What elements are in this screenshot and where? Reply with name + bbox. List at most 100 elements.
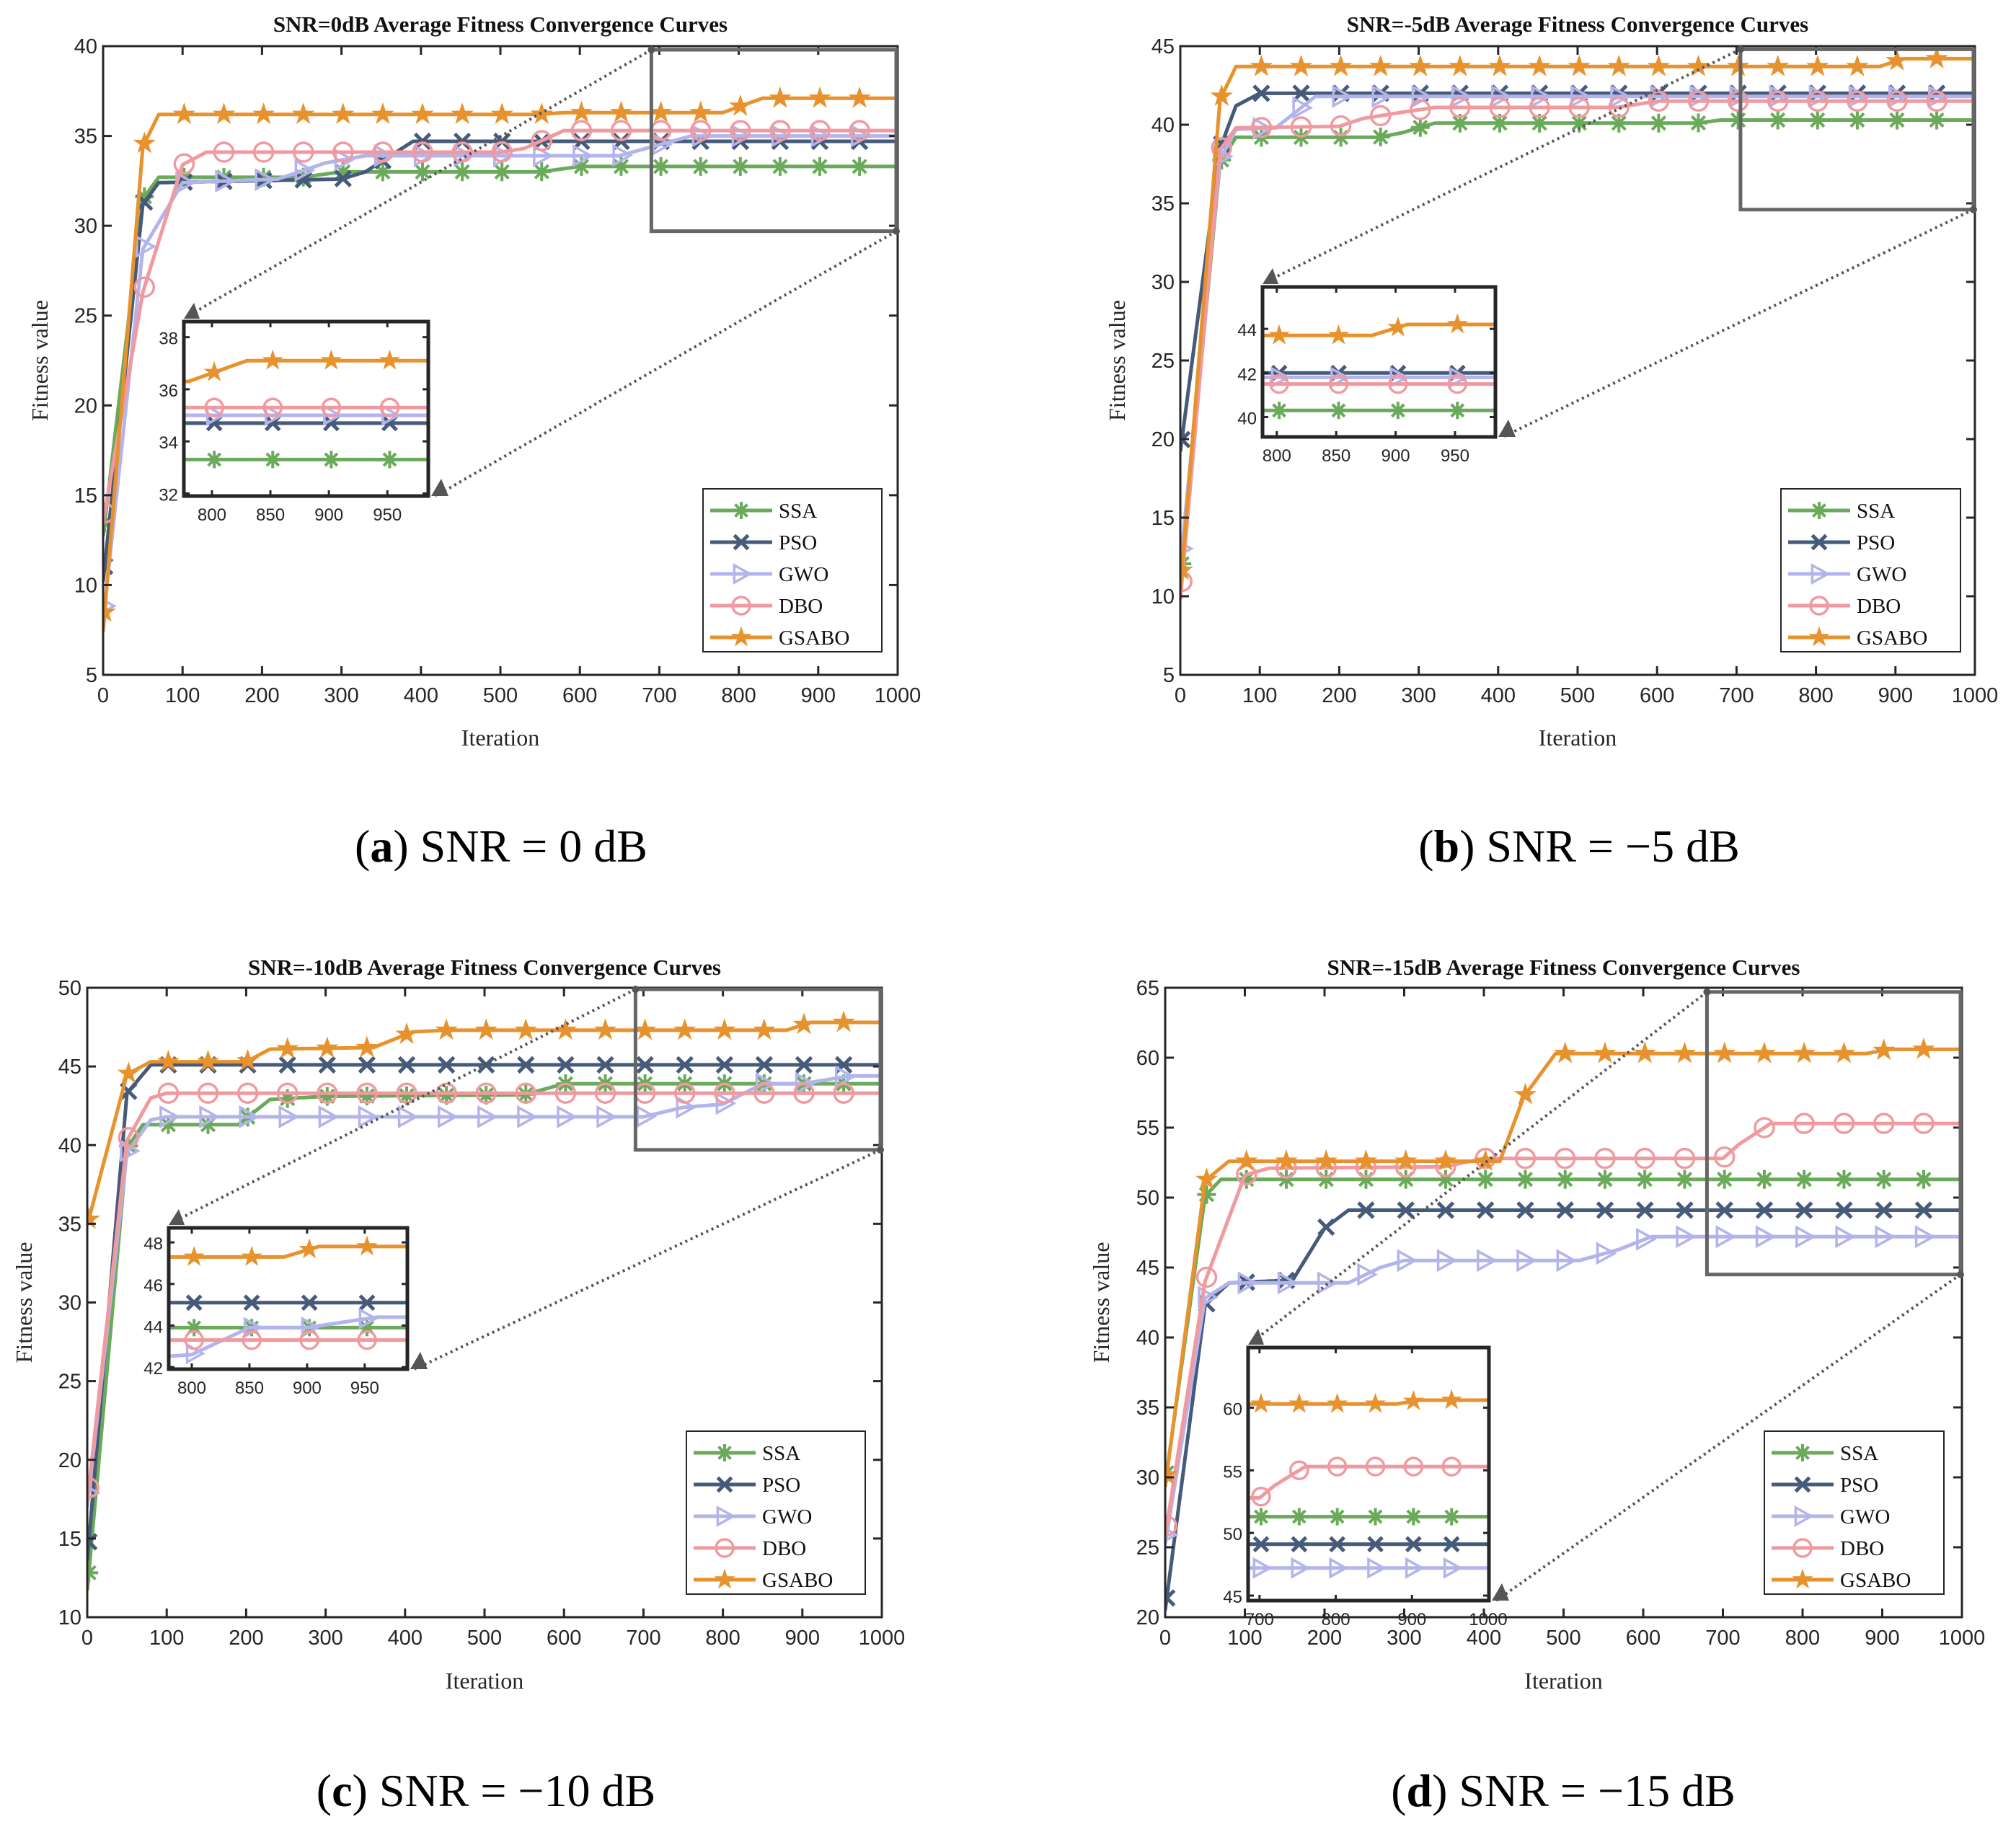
inset-marker-gsabo bbox=[1327, 324, 1350, 345]
zoom-box bbox=[649, 48, 898, 234]
caption-label: a bbox=[370, 820, 393, 872]
main-ytick-label: 5 bbox=[1163, 664, 1175, 687]
main-marker-ssa bbox=[691, 156, 710, 176]
main-marker-dbo bbox=[1330, 115, 1352, 137]
inset-xtick-label: 800 bbox=[198, 505, 226, 525]
main-xtick-label: 700 bbox=[1705, 1627, 1740, 1650]
legend-item-ssa: SSA bbox=[1788, 500, 1895, 523]
inset-marker-gwo bbox=[205, 404, 226, 427]
inset-marker-gsabo bbox=[1402, 1390, 1424, 1410]
chart-panel-a: 0 100 200 300 400 500 600 700 800 900 1000 5 10 15 20 2… bbox=[27, 12, 921, 872]
main-marker-dbo bbox=[1568, 97, 1590, 118]
inset-marker-ssa bbox=[1443, 1508, 1461, 1526]
inset-ytick-label: 55 bbox=[1223, 1462, 1242, 1482]
main-ytick-label: 35 bbox=[1151, 193, 1175, 216]
connector-dot bbox=[1970, 205, 1977, 213]
main-marker-ssa bbox=[1371, 128, 1390, 147]
main-marker-gsabo bbox=[435, 1018, 458, 1040]
main-marker-ssa bbox=[87, 1563, 99, 1583]
inset-xtick-label: 900 bbox=[1381, 446, 1410, 466]
main-marker-gsabo bbox=[1647, 54, 1671, 76]
main-marker-pso bbox=[1715, 1201, 1733, 1219]
inset-marker-gsabo bbox=[1364, 1392, 1387, 1413]
main-marker-ssa bbox=[1410, 118, 1430, 137]
main-marker-gsabo bbox=[1329, 54, 1353, 76]
inset-ytick-label: 38 bbox=[159, 329, 178, 349]
legend-item-ssa: SSA bbox=[710, 500, 817, 523]
legend-label: SSA bbox=[1857, 500, 1895, 523]
main-marker-gwo bbox=[1292, 96, 1314, 120]
caption-paren: ) bbox=[1459, 820, 1486, 872]
inset-series-group bbox=[1263, 313, 1495, 420]
main-xtick-label: 200 bbox=[229, 1627, 263, 1650]
legend-star-icon bbox=[1792, 1568, 1813, 1589]
inset-marker-dbo bbox=[1289, 1460, 1309, 1481]
caption-paren: ( bbox=[317, 1765, 332, 1816]
x-axis-label: Iteration bbox=[1524, 1668, 1602, 1694]
main-marker-gwo bbox=[795, 1071, 816, 1095]
chart-title: SNR=-15dB Average Fitness Convergence Cu… bbox=[1327, 955, 1800, 980]
main-marker-gsabo bbox=[371, 102, 394, 125]
main-marker-gwo bbox=[215, 169, 236, 193]
main-marker-ssa bbox=[1396, 1169, 1415, 1189]
main-marker-dbo bbox=[1886, 90, 1908, 112]
main-marker-gwo bbox=[1277, 1271, 1299, 1295]
legend-item-pso: PSO bbox=[1788, 531, 1895, 554]
legend-item-gwo: GWO bbox=[1788, 563, 1906, 586]
main-marker-dbo bbox=[372, 141, 394, 163]
main-marker-gwo bbox=[1436, 1249, 1458, 1273]
main-marker-gwo bbox=[1490, 84, 1512, 108]
inset-ytick-label: 48 bbox=[143, 1234, 163, 1254]
main-marker-gwo bbox=[1755, 1225, 1777, 1249]
main-marker-gsabo bbox=[848, 86, 871, 108]
main-xtick-label: 200 bbox=[1307, 1627, 1342, 1650]
main-marker-dbo bbox=[769, 120, 791, 141]
main-marker-dbo bbox=[531, 130, 553, 151]
legend-item-ssa: SSA bbox=[1772, 1442, 1878, 1465]
legend-label: PSO bbox=[779, 531, 817, 554]
main-marker-dbo bbox=[1674, 1147, 1696, 1169]
main-marker-gwo bbox=[1198, 1286, 1219, 1309]
legend: SSA PSO GWO DBO GSABO bbox=[702, 488, 883, 652]
inset-marker-pso bbox=[1367, 1536, 1384, 1553]
main-marker-ssa bbox=[1795, 1169, 1814, 1189]
main-marker-dbo bbox=[1807, 90, 1829, 112]
caption-paren: ( bbox=[1418, 820, 1433, 872]
main-marker-pso bbox=[557, 1056, 575, 1074]
caption-paren: ( bbox=[1391, 1765, 1406, 1816]
inset-marker-dbo bbox=[1269, 373, 1289, 394]
main-marker-dbo bbox=[1648, 90, 1670, 112]
inset-ytick-label: 42 bbox=[143, 1359, 163, 1379]
inset-marker-dbo bbox=[204, 397, 224, 417]
legend-label: DBO bbox=[779, 595, 823, 618]
main-series-gwo bbox=[1165, 1225, 1962, 1545]
main-marker-pso bbox=[87, 1533, 98, 1551]
main-marker-ssa bbox=[198, 1115, 218, 1134]
main-marker-pso bbox=[358, 1056, 376, 1074]
main-marker-gwo bbox=[159, 1105, 181, 1128]
inset-series-dbo bbox=[169, 1330, 407, 1350]
main-marker-gsabo bbox=[291, 102, 315, 125]
main-xtick-label: 100 bbox=[1242, 684, 1277, 707]
main-marker-gwo bbox=[1317, 1271, 1338, 1295]
main-marker-ssa bbox=[572, 156, 591, 176]
main-marker-gsabo bbox=[1726, 54, 1750, 76]
main-marker-pso bbox=[1317, 1218, 1335, 1237]
main-marker-dbo bbox=[332, 141, 354, 163]
legend-item-dbo: DBO bbox=[1772, 1537, 1884, 1560]
main-line-dbo bbox=[1165, 1121, 1962, 1536]
inset-marker-pso bbox=[1291, 1536, 1308, 1553]
inset-marker-dbo bbox=[184, 1330, 204, 1350]
inset-marker-ssa bbox=[1252, 1508, 1270, 1526]
main-marker-dbo bbox=[689, 120, 712, 141]
main-marker-dbo bbox=[1873, 1112, 1895, 1134]
inset-axes: 800 850 900 950 32 34 36 38 bbox=[159, 319, 430, 525]
inset-marker-gsabo bbox=[1250, 1392, 1272, 1413]
inset-series-group bbox=[1248, 1389, 1489, 1579]
main-marker-gsabo bbox=[1195, 1167, 1219, 1190]
main-marker-gsabo bbox=[530, 102, 554, 124]
legend-asterisk-icon bbox=[1794, 1444, 1811, 1461]
main-ytick-label: 50 bbox=[58, 977, 81, 1000]
inset-marker-gsabo bbox=[262, 349, 283, 370]
main-marker-pso bbox=[1165, 1589, 1176, 1607]
